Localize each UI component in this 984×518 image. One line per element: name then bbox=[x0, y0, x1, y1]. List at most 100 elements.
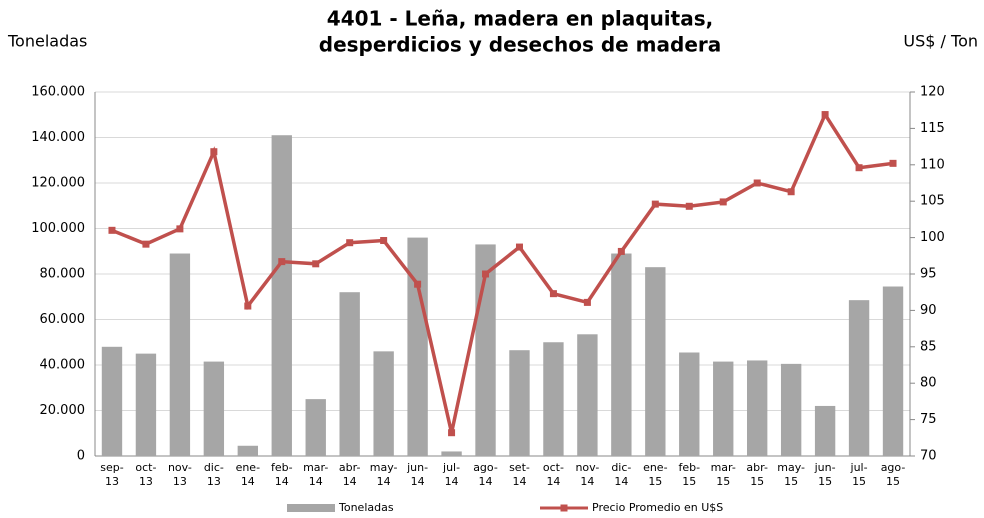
bar bbox=[611, 253, 632, 456]
x-tick-label-line: 14 bbox=[479, 475, 493, 488]
x-tick-label-line: jul- bbox=[442, 461, 460, 474]
x-tick-label-line: 15 bbox=[852, 475, 866, 488]
point bbox=[651, 200, 659, 208]
bar bbox=[169, 253, 191, 456]
point bbox=[176, 225, 184, 233]
x-tick-label: ene-14 bbox=[236, 461, 261, 488]
x-tick-label: abr-15 bbox=[746, 461, 768, 488]
y2-tick-label: 110 bbox=[920, 157, 945, 172]
point bbox=[515, 243, 523, 251]
x-tick-label-line: 15 bbox=[818, 475, 832, 488]
point bbox=[617, 247, 625, 255]
bar bbox=[339, 292, 360, 456]
x-tick-label-line: may- bbox=[370, 461, 398, 474]
point bbox=[787, 188, 795, 196]
y2-tick-label: 85 bbox=[920, 339, 937, 354]
x-tick-label-line: 13 bbox=[207, 475, 221, 488]
x-tick-label-line: 15 bbox=[682, 475, 696, 488]
x-tick-label-line: 14 bbox=[411, 475, 425, 488]
y-axis-label: Toneladas bbox=[7, 32, 87, 51]
x-tick-label: oct-13 bbox=[135, 461, 156, 488]
bar bbox=[441, 451, 462, 456]
x-tick-label: set-14 bbox=[509, 461, 530, 488]
point bbox=[142, 240, 150, 248]
x-tick-label-line: dic- bbox=[204, 461, 224, 474]
x-tick-label: dic-13 bbox=[204, 461, 224, 488]
legend-swatch bbox=[287, 504, 335, 512]
x-tick-label: jul-14 bbox=[442, 461, 460, 488]
x-tick-label-line: 14 bbox=[546, 475, 560, 488]
y-tick-label: 140.000 bbox=[31, 130, 85, 145]
point bbox=[414, 280, 422, 288]
bar bbox=[780, 363, 802, 456]
y2-tick-label: 105 bbox=[920, 194, 945, 209]
x-tick-label-line: 14 bbox=[275, 475, 289, 488]
x-tick-label-line: oct- bbox=[135, 461, 156, 474]
bar bbox=[305, 399, 326, 456]
x-tick-label-line: jul- bbox=[850, 461, 868, 474]
x-tick-label-line: 15 bbox=[784, 475, 798, 488]
point bbox=[346, 239, 354, 247]
point bbox=[855, 164, 863, 172]
point bbox=[210, 148, 218, 156]
x-tick-label-line: nov- bbox=[168, 461, 192, 474]
x-tick-label-line: ago- bbox=[473, 461, 498, 474]
x-tick-label: sep-13 bbox=[100, 461, 123, 488]
x-tick-label-line: set- bbox=[509, 461, 530, 474]
x-tick-label: nov-13 bbox=[168, 461, 192, 488]
y-tick-label: 0 bbox=[77, 449, 85, 464]
bar bbox=[203, 361, 225, 456]
x-tick-label-line: 14 bbox=[445, 475, 459, 488]
x-tick-label-line: 14 bbox=[309, 475, 323, 488]
y-tick-label: 120.000 bbox=[31, 176, 85, 191]
y2-tick-label: 90 bbox=[920, 303, 937, 318]
bar bbox=[509, 350, 530, 456]
bar bbox=[373, 351, 394, 456]
x-tick-label-line: oct- bbox=[543, 461, 564, 474]
bar bbox=[101, 346, 123, 456]
y2-tick-label: 100 bbox=[920, 230, 945, 245]
bar bbox=[135, 353, 157, 456]
point bbox=[549, 290, 557, 298]
legend-label: Precio Promedio en U$S bbox=[592, 501, 723, 514]
x-tick-label: ene-15 bbox=[643, 461, 668, 488]
bar bbox=[577, 334, 598, 456]
chart-title: 4401 - Leña, madera en plaquitas, bbox=[327, 7, 713, 31]
x-tick-label-line: ago- bbox=[881, 461, 906, 474]
point bbox=[753, 179, 761, 187]
x-tick-label-line: 15 bbox=[648, 475, 662, 488]
y-tick-label: 20.000 bbox=[40, 403, 86, 418]
bar bbox=[407, 237, 428, 456]
x-tick-label: nov-14 bbox=[575, 461, 599, 488]
x-tick-label: may-15 bbox=[777, 461, 805, 488]
y2-tick-label: 115 bbox=[920, 121, 945, 136]
x-tick-label-line: 14 bbox=[512, 475, 526, 488]
bar bbox=[713, 361, 734, 456]
point bbox=[244, 302, 252, 310]
x-tick-label-line: abr- bbox=[746, 461, 768, 474]
bar bbox=[645, 267, 666, 456]
bar bbox=[848, 300, 870, 456]
x-tick-label-line: mar- bbox=[711, 461, 736, 474]
x-tick-label-line: mar- bbox=[303, 461, 328, 474]
x-tick-label-line: 15 bbox=[716, 475, 730, 488]
x-tick-label: ago-15 bbox=[881, 461, 906, 488]
bar bbox=[271, 135, 292, 456]
point bbox=[482, 270, 490, 278]
x-tick-label-line: 15 bbox=[886, 475, 900, 488]
x-tick-label: may-14 bbox=[370, 461, 398, 488]
legend-label: Toneladas bbox=[338, 501, 394, 514]
x-tick-label: mar-14 bbox=[303, 461, 328, 488]
x-tick-label: ago-14 bbox=[473, 461, 498, 488]
point bbox=[719, 198, 727, 206]
y2-axis-label: US$ / Ton bbox=[903, 32, 978, 51]
x-tick-label-line: sep- bbox=[100, 461, 123, 474]
x-tick-label-line: 13 bbox=[173, 475, 187, 488]
x-tick-label: jun-14 bbox=[406, 461, 428, 488]
bar bbox=[882, 286, 904, 456]
y2-tick-label: 120 bbox=[920, 85, 945, 100]
y-tick-label: 80.000 bbox=[40, 267, 86, 282]
line bbox=[111, 110, 894, 434]
y-tick-label: 40.000 bbox=[40, 358, 86, 373]
